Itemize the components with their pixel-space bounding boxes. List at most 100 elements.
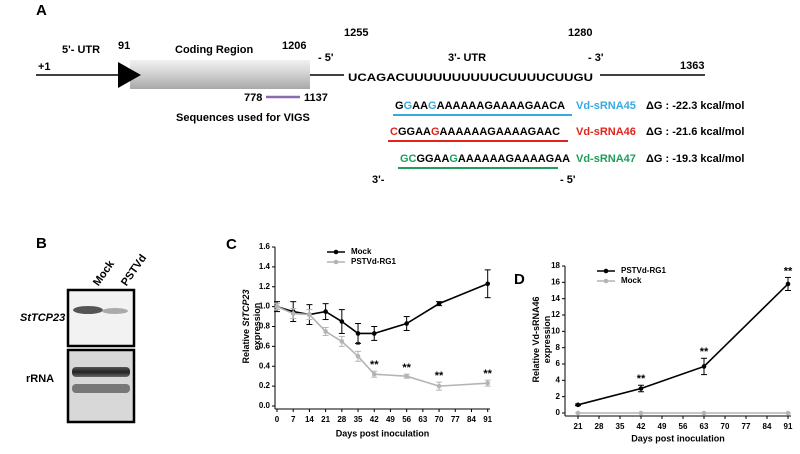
point bbox=[485, 380, 490, 386]
point bbox=[371, 331, 377, 336]
x-tick-label: 49 bbox=[658, 422, 667, 431]
srna-sequence: GGAAGAAAAAAGAAAAGAACA bbox=[395, 100, 565, 112]
label-part: expression bbox=[542, 316, 552, 364]
y-tick-label: 16 bbox=[551, 277, 560, 286]
band bbox=[72, 367, 130, 377]
band bbox=[102, 308, 128, 314]
x-tick-label: 21 bbox=[321, 415, 330, 424]
blot-box bbox=[66, 288, 136, 348]
significance: ** bbox=[784, 265, 793, 277]
x-tick-label: 56 bbox=[402, 415, 411, 424]
sequence-part: GC bbox=[400, 153, 417, 165]
y-tick-label: 18 bbox=[551, 261, 560, 270]
point bbox=[307, 312, 312, 317]
sequence-part: G bbox=[428, 100, 437, 112]
label-part: Relative Vd-sRNA46 bbox=[531, 296, 541, 382]
delta-g: ΔG : -22.3 kcal/mol bbox=[646, 100, 744, 112]
x-tick-label: 63 bbox=[418, 415, 427, 424]
x-axis-label: Days post inoculation bbox=[631, 433, 725, 443]
point bbox=[575, 410, 581, 416]
label: 1255 bbox=[344, 27, 368, 39]
legend-label: Mock bbox=[621, 276, 642, 285]
y-tick-label: 0.0 bbox=[259, 401, 271, 410]
significance: ** bbox=[483, 368, 492, 380]
lane-label: PSTVd bbox=[119, 252, 149, 288]
point bbox=[404, 373, 409, 379]
point bbox=[404, 321, 409, 326]
point bbox=[323, 329, 328, 334]
sequence-part: G bbox=[404, 100, 413, 112]
significance: ** bbox=[402, 362, 411, 374]
x-tick-label: 77 bbox=[742, 422, 751, 431]
label: 5'- UTR bbox=[62, 44, 100, 56]
point bbox=[638, 410, 644, 416]
sequence-part: C bbox=[390, 126, 398, 138]
series-line bbox=[276, 305, 488, 387]
x-tick-label: 77 bbox=[451, 415, 460, 424]
delta-g: ΔG : -21.6 kcal/mol bbox=[646, 126, 744, 138]
panel-label: D bbox=[514, 271, 525, 288]
y-tick-label: 1.6 bbox=[259, 242, 271, 251]
legend-marker bbox=[333, 259, 339, 265]
srna-name: Vd-sRNA47 bbox=[576, 153, 636, 165]
x-tick-label: 28 bbox=[337, 415, 346, 424]
target-sequence: UCAGACUUUUUUUUUUCUUUUCUUGU bbox=[348, 72, 593, 84]
x-tick-label: 14 bbox=[305, 415, 314, 424]
srna-sequence: GCGGAAGAAAAAAGAAAAGAA bbox=[400, 153, 570, 165]
label-part: StTCP23 bbox=[241, 289, 251, 326]
y-axis-label: Relative Vd-sRNA46 bbox=[531, 296, 541, 382]
y-tick-label: 8 bbox=[556, 343, 561, 352]
x-tick-label: 21 bbox=[574, 422, 583, 431]
significance: ** bbox=[370, 359, 379, 371]
series-line bbox=[577, 283, 789, 406]
legend-marker bbox=[333, 249, 339, 255]
x-tick-label: 70 bbox=[435, 415, 444, 424]
significance: ** bbox=[637, 373, 646, 385]
y-tick-label: 12 bbox=[551, 310, 560, 319]
legend-marker bbox=[603, 278, 609, 284]
y-tick-label: 0.8 bbox=[259, 322, 271, 331]
point bbox=[638, 386, 644, 391]
y-tick-label: 1.2 bbox=[259, 282, 271, 291]
y-tick-label: 6 bbox=[556, 359, 561, 368]
label: Sequences used for VIGS bbox=[176, 112, 310, 124]
sequence-part: AA bbox=[412, 100, 428, 112]
sequence-part: G bbox=[431, 126, 440, 138]
y-axis-label: expression bbox=[252, 303, 262, 351]
srna-name: Vd-sRNA45 bbox=[576, 100, 636, 112]
y-tick-label: 0.4 bbox=[259, 361, 271, 370]
x-tick-label: 28 bbox=[595, 422, 604, 431]
point bbox=[355, 354, 361, 359]
panel-label: C bbox=[226, 236, 237, 253]
label: - 5' bbox=[318, 52, 334, 64]
y-tick-label: 4 bbox=[556, 375, 561, 384]
y-tick-label: 0.2 bbox=[259, 381, 271, 390]
point bbox=[436, 383, 442, 389]
label: - 3' bbox=[588, 52, 604, 64]
point bbox=[339, 319, 345, 324]
label: 1363 bbox=[680, 60, 704, 72]
srna-sequence: CGGAAGAAAAAAGAAAAGAAC bbox=[390, 126, 560, 138]
legend-label: PSTVd-RG1 bbox=[351, 257, 396, 266]
delta-g: ΔG : -19.3 kcal/mol bbox=[646, 153, 744, 165]
point bbox=[575, 402, 581, 408]
panel-label: A bbox=[36, 2, 47, 19]
x-tick-label: 42 bbox=[637, 422, 646, 431]
point bbox=[371, 371, 377, 377]
x-tick-label: 91 bbox=[784, 422, 793, 431]
label: 3'- bbox=[372, 174, 385, 186]
x-tick-label: 49 bbox=[386, 415, 395, 424]
point bbox=[290, 311, 296, 316]
y-axis-label: Relative StTCP23 bbox=[241, 289, 251, 363]
x-axis-label: Days post inoculation bbox=[336, 428, 430, 438]
significance: ** bbox=[435, 370, 444, 382]
point bbox=[785, 410, 791, 416]
point bbox=[355, 331, 361, 336]
x-tick-label: 42 bbox=[370, 415, 379, 424]
coding-region bbox=[130, 60, 310, 89]
point bbox=[701, 364, 707, 369]
band bbox=[72, 384, 130, 393]
label: 3'- UTR bbox=[448, 52, 486, 64]
label: - 5' bbox=[560, 174, 576, 186]
